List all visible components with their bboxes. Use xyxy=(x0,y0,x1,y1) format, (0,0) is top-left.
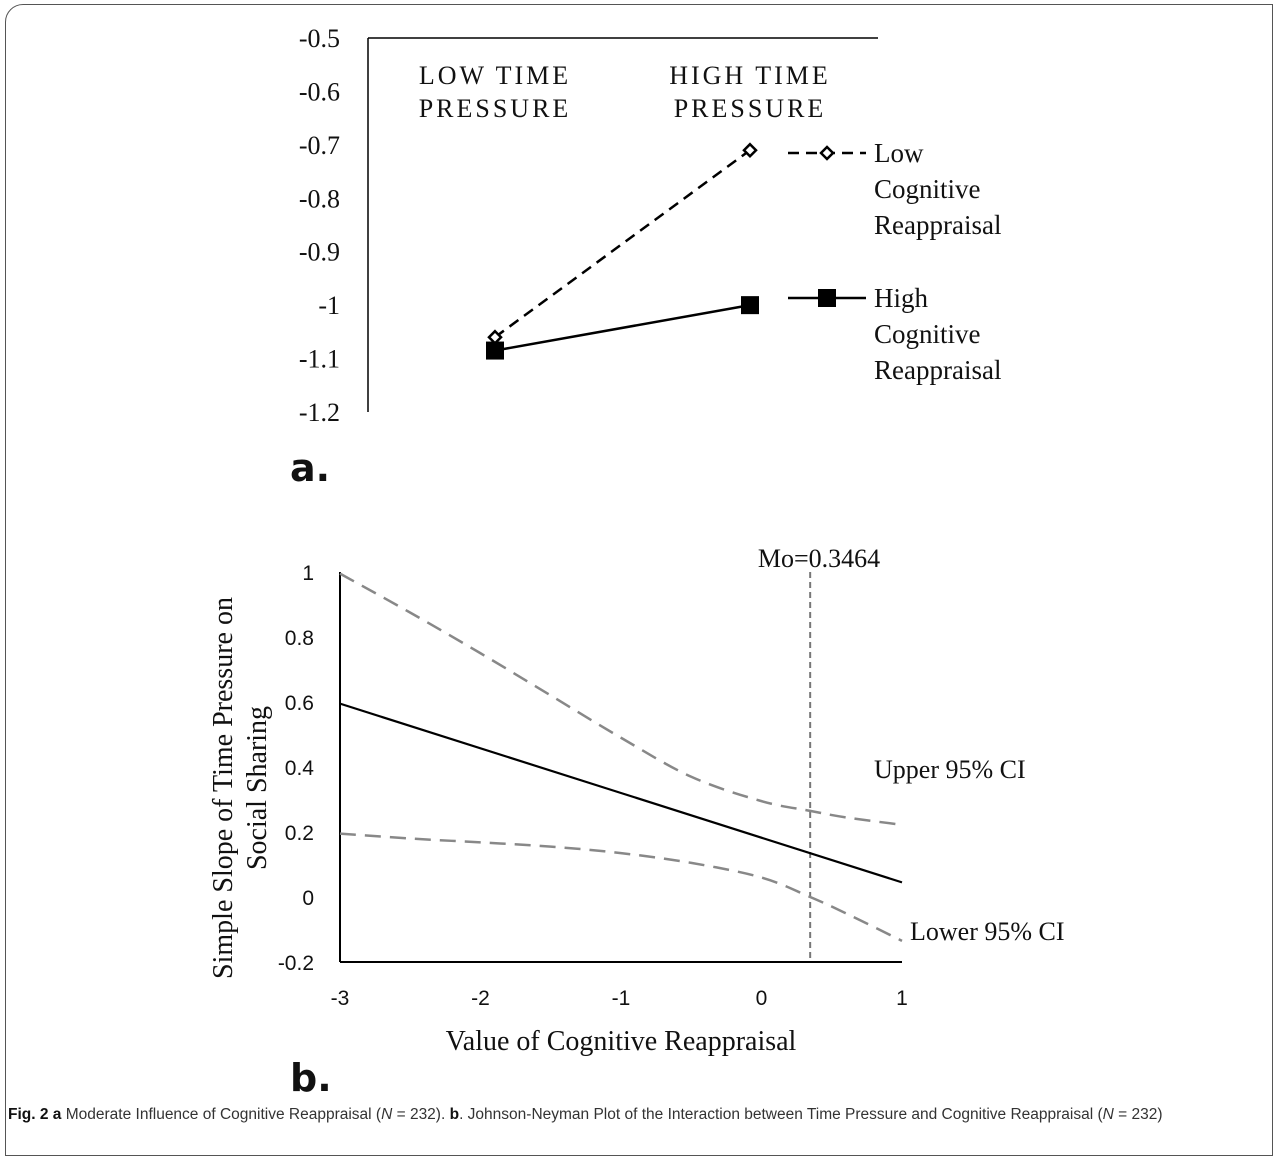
caption-a-text: Moderate Influence of Cognitive Reapprai… xyxy=(61,1106,382,1123)
y-tick-label-a-5: -1 xyxy=(318,291,340,320)
y-tick-label-b-0: 1 xyxy=(302,562,314,585)
series-line-a-1 xyxy=(494,303,751,352)
series-line-b-2 xyxy=(339,832,903,942)
chart-a: -0.5 -0.6 -0.7 -0.8 -0.9 -1 -1.1 -1.2 LOW TIME PR… xyxy=(299,24,1002,427)
data-point-a-1-1 xyxy=(741,296,759,315)
lower-ci-label: Lower 95% CI xyxy=(910,917,1065,946)
x-tick-label-b-4: 1 xyxy=(896,987,908,1010)
legend-marker-a-0 xyxy=(819,145,835,161)
mode-vertical-line-label: Mo=0.3464 xyxy=(758,544,880,573)
category-label-a-0-1: PRESSURE xyxy=(419,94,572,123)
legend-marker-a-1 xyxy=(818,289,836,307)
y-tick-label-a-2: -0.7 xyxy=(299,131,340,160)
category-label-a-0-0: LOW TIME xyxy=(419,61,571,90)
legend-label-a-1-1: Cognitive xyxy=(874,319,981,349)
x-tick-label-b-3: 0 xyxy=(756,987,768,1010)
data-point-a-0-1 xyxy=(742,142,758,158)
series-line-b-0 xyxy=(339,702,903,884)
x-tick-label-b-1: -2 xyxy=(471,987,490,1010)
chart-b: 1 0.8 0.6 0.4 0.2 0 -0.2 -3 -2 -1 0 1 Value of Cogni… xyxy=(208,544,1065,1057)
legend-label-a-0-1: Cognitive xyxy=(874,174,981,204)
y-tick-label-a-1: -0.6 xyxy=(299,77,340,106)
caption-n-italic-2: N xyxy=(1102,1106,1114,1123)
y-tick-label-b-5: 0 xyxy=(302,887,314,910)
upper-ci-label: Upper 95% CI xyxy=(874,755,1026,784)
caption-fig-label: Fig. 2 xyxy=(8,1106,49,1123)
category-label-a-1-1: PRESSURE xyxy=(674,94,827,123)
caption-n-italic: N xyxy=(381,1106,393,1123)
caption-n-value: = 232). xyxy=(392,1106,450,1123)
y-axis-title-b-1: Social Sharing xyxy=(242,706,273,870)
y-tick-label-a-6: -1.1 xyxy=(299,345,340,374)
category-label-a-1-0: HIGH TIME xyxy=(669,61,831,90)
y-tick-label-a-0: -0.5 xyxy=(299,24,340,53)
y-tick-label-b-3: 0.4 xyxy=(285,757,315,780)
x-tick-label-b-2: -1 xyxy=(612,987,631,1010)
caption-n-value-2: = 232) xyxy=(1113,1106,1163,1123)
y-tick-label-a-3: -0.8 xyxy=(299,184,340,213)
panel-label-b: b. xyxy=(290,1056,332,1100)
y-tick-label-b-6: -0.2 xyxy=(278,952,314,975)
legend-label-a-1-2: Reappraisal xyxy=(874,355,1001,385)
y-tick-label-b-4: 0.2 xyxy=(285,822,314,845)
y-tick-label-b-2: 0.6 xyxy=(285,692,314,715)
figure-caption: Fig. 2 a Moderate Influence of Cognitive… xyxy=(8,1104,1270,1126)
x-tick-label-b-0: -3 xyxy=(331,987,350,1010)
series-line-b-1 xyxy=(339,572,903,827)
y-tick-label-a-7: -1.2 xyxy=(299,398,340,427)
caption-b-letter: b xyxy=(449,1106,460,1123)
legend-label-a-0-0: Low xyxy=(874,138,924,168)
caption-a-letter: a xyxy=(52,1106,62,1123)
y-tick-label-a-4: -0.9 xyxy=(299,238,340,267)
legend-label-a-0-2: Reappraisal xyxy=(874,210,1001,240)
y-tick-label-b-1: 0.8 xyxy=(285,627,314,650)
figure-frame xyxy=(5,4,1273,1156)
legend-label-a-1-0: High xyxy=(874,283,929,313)
y-axis-title-b-0: Simple Slope of Time Pressure on xyxy=(208,597,239,979)
panel-label-a: a. xyxy=(290,446,331,490)
data-point-a-1-0 xyxy=(486,341,504,360)
caption-b-text: . Johnson-Neyman Plot of the Interaction… xyxy=(459,1106,1103,1123)
x-axis-title-b: Value of Cognitive Reappraisal xyxy=(446,1026,797,1057)
